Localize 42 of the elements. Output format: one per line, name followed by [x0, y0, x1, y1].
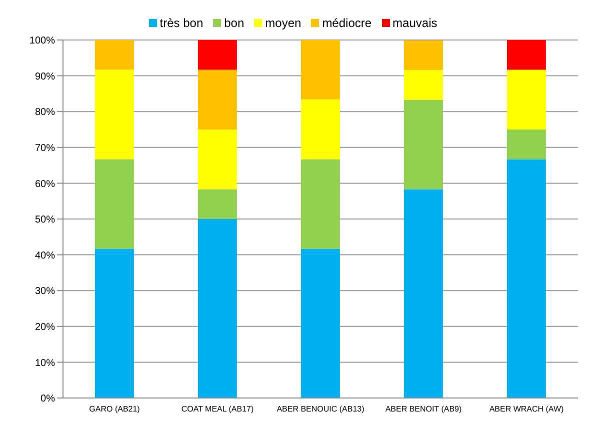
- x-tick-label: ABER WRACH (AW): [489, 404, 564, 414]
- bar: [198, 130, 237, 190]
- y-tick-label: 80%: [34, 107, 56, 118]
- legend-label: médiocre: [322, 16, 372, 30]
- bar: [300, 99, 340, 160]
- legend-label: mauvais: [392, 16, 438, 30]
- legend-label: très bon: [160, 16, 204, 30]
- y-tick-label: 60%: [34, 178, 56, 190]
- bar: [94, 159, 134, 249]
- bar: [198, 40, 237, 70]
- bar: [300, 159, 340, 249]
- bar: [404, 100, 443, 190]
- x-tick-label: ABER BENOIT (AB9): [385, 404, 462, 414]
- y-tick-label: 0%: [40, 394, 56, 405]
- bar: [94, 70, 134, 160]
- x-tick-label: ABER BENOUIC (AB13): [276, 404, 365, 414]
- bar: [94, 248, 134, 398]
- bar: [198, 189, 237, 219]
- bar: [506, 159, 546, 398]
- bar: [198, 70, 237, 130]
- y-tick-label: 30%: [34, 286, 56, 298]
- bar: [404, 40, 443, 70]
- y-tick-label: 70%: [34, 142, 56, 154]
- x-tick-label: COAT MEAL (AB17): [181, 404, 254, 414]
- legend-label: bon: [224, 16, 244, 30]
- y-tick-label: 50%: [34, 214, 56, 226]
- bar: [506, 70, 546, 130]
- bar: [506, 130, 546, 160]
- bar: [300, 248, 340, 398]
- bar: [506, 40, 546, 70]
- bar: [198, 219, 237, 398]
- x-tick-label: GARO (AB21): [89, 404, 140, 414]
- y-tick-label: 10%: [34, 358, 56, 369]
- bar: [404, 70, 443, 100]
- bar: [300, 40, 340, 100]
- y-tick-label: 20%: [34, 322, 56, 333]
- y-tick-label: 40%: [34, 250, 56, 262]
- bar: [404, 189, 443, 398]
- y-tick-label: 90%: [34, 71, 56, 82]
- legend-label: moyen: [265, 16, 302, 30]
- bar: [94, 40, 134, 70]
- y-tick-label: 100%: [29, 36, 56, 47]
